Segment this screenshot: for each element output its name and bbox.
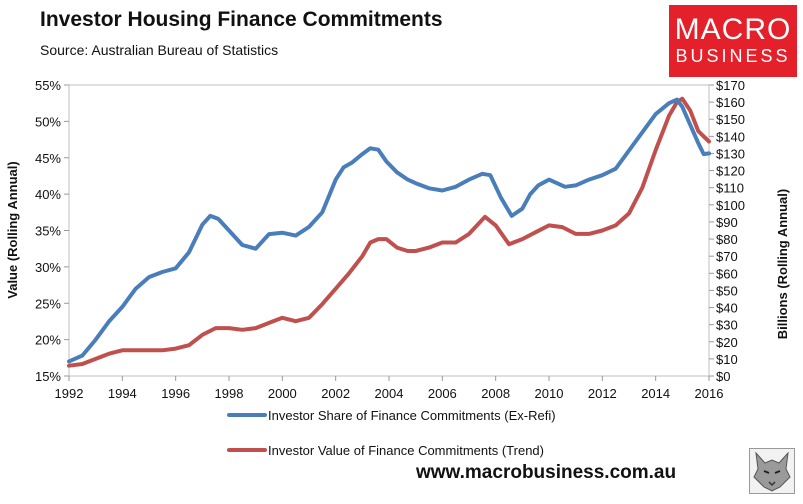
x-tick-label: 2004 [375,386,404,401]
y2-axis-label: Billions (Rolling Annual) [775,189,790,339]
x-tick-label: 1992 [55,386,84,401]
x-tick-label: 2010 [535,386,564,401]
y2-tick-label: $20 [716,335,738,350]
y2-tick-label: $40 [716,301,738,316]
y-tick-label: 20% [35,333,61,348]
y-tick-label: 55% [35,78,61,93]
y2-tick-label: $110 [716,181,744,196]
x-tick-label: 2016 [695,386,724,401]
website-link[interactable]: www.macrobusiness.com.au [416,462,677,483]
legend-label-share: Investor Share of Finance Commitments (E… [268,408,556,423]
y-tick-label: 15% [35,369,61,384]
y2-tick-label: $10 [716,352,738,367]
series-line-value [67,96,711,368]
left-axis-ticks: 15% 20% 25% 30% 35% 40% 45% 50% 55% [35,78,69,384]
y-tick-label: 35% [35,224,61,239]
y-tick-label: 50% [35,114,61,129]
y2-tick-label: $0 [716,369,730,384]
y2-tick-label: $160 [716,95,745,110]
y2-tick-label: $170 [716,78,745,93]
y2-tick-label: $140 [716,129,745,144]
y2-tick-label: $80 [716,232,738,247]
x-tick-label: 2012 [588,386,617,401]
y2-tick-label: $60 [716,266,738,281]
brand-line-2: BUSINESS [675,46,791,66]
series-layer [67,96,711,368]
y2-tick-label: $30 [716,318,738,333]
x-tick-label: 1994 [108,386,137,401]
y-axis-label: Value (Rolling Annual) [5,161,20,298]
wolf-logo-icon [749,448,795,494]
x-tick-label: 2002 [321,386,350,401]
y2-tick-label: $100 [716,198,745,213]
y2-tick-label: $150 [716,112,745,127]
chart-title: Investor Housing Finance Commitments [40,8,443,31]
plot-area-border [68,84,710,377]
x-tick-label: 2000 [268,386,297,401]
right-axis-ticks: $0 $10 $20 $30 $40 $50 $60 $70 $80 $90 $100 $110 $12… [709,78,745,384]
series-line-share [67,97,711,364]
x-tick-label: 2006 [428,386,457,401]
y2-tick-label: $120 [716,164,745,179]
y-tick-label: 45% [35,151,61,166]
y2-tick-label: $130 [716,146,745,161]
y-tick-label: 30% [35,260,61,275]
x-axis-ticks: 1992 1994 1996 1998 2000 2002 2004 2006 2008 2010… [55,376,724,401]
y-tick-label: 25% [35,296,61,311]
x-tick-label: 2014 [641,386,670,401]
legend: Investor Share of Finance Commitments (E… [227,408,556,458]
y-tick-label: 40% [35,187,61,202]
x-tick-label: 2008 [481,386,510,401]
brand-line-1: MACRO [674,13,792,46]
x-tick-label: 1996 [161,386,190,401]
macrobusiness-logo[interactable]: MACRO BUSINESS [669,5,797,77]
chart-subtitle: Source: Australian Bureau of Statistics [40,42,279,58]
legend-label-value: Investor Value of Finance Commitments (T… [268,443,544,458]
x-tick-label: 1998 [215,386,244,401]
y2-tick-label: $70 [716,249,738,264]
y2-tick-label: $90 [716,215,738,230]
y2-tick-label: $50 [716,283,738,298]
